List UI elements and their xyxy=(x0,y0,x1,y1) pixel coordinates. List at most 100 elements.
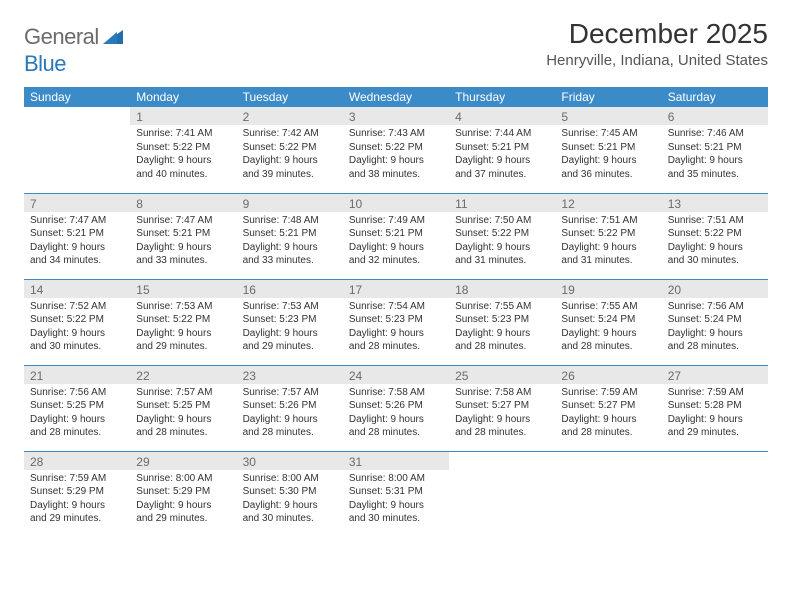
day-number: 10 xyxy=(343,194,449,212)
day-daylight: Daylight: 9 hours and 39 minutes. xyxy=(243,154,337,181)
day-daylight: Daylight: 9 hours and 35 minutes. xyxy=(668,154,762,181)
day-sunset: Sunset: 5:27 PM xyxy=(561,399,655,413)
location: Henryville, Indiana, United States xyxy=(546,52,768,69)
day-daylight: Daylight: 9 hours and 37 minutes. xyxy=(455,154,549,181)
day-sunset: Sunset: 5:26 PM xyxy=(243,399,337,413)
day-sunrise: Sunrise: 7:56 AM xyxy=(30,386,124,400)
day-sunrise: Sunrise: 7:49 AM xyxy=(349,214,443,228)
day-body: Sunrise: 7:51 AMSunset: 5:22 PMDaylight:… xyxy=(555,212,661,272)
day-sunrise: Sunrise: 7:58 AM xyxy=(349,386,443,400)
day-body: Sunrise: 8:00 AMSunset: 5:29 PMDaylight:… xyxy=(130,470,236,530)
day-number: 22 xyxy=(130,366,236,384)
weekday-header: Wednesday xyxy=(343,87,449,107)
day-daylight: Daylight: 9 hours and 28 minutes. xyxy=(349,413,443,440)
day-sunrise: Sunrise: 8:00 AM xyxy=(136,472,230,486)
day-sunrise: Sunrise: 7:44 AM xyxy=(455,127,549,141)
calendar-day-cell: 17Sunrise: 7:54 AMSunset: 5:23 PMDayligh… xyxy=(343,279,449,365)
day-number: 12 xyxy=(555,194,661,212)
day-sunset: Sunset: 5:23 PM xyxy=(455,313,549,327)
day-number: 13 xyxy=(662,194,768,212)
day-sunset: Sunset: 5:23 PM xyxy=(349,313,443,327)
day-sunrise: Sunrise: 7:52 AM xyxy=(30,300,124,314)
day-body: Sunrise: 7:50 AMSunset: 5:22 PMDaylight:… xyxy=(449,212,555,272)
calendar-day-cell: 20Sunrise: 7:56 AMSunset: 5:24 PMDayligh… xyxy=(662,279,768,365)
calendar-day-cell: 24Sunrise: 7:58 AMSunset: 5:26 PMDayligh… xyxy=(343,365,449,451)
calendar-header-row: SundayMondayTuesdayWednesdayThursdayFrid… xyxy=(24,87,768,107)
day-number: 24 xyxy=(343,366,449,384)
day-sunrise: Sunrise: 7:59 AM xyxy=(30,472,124,486)
day-sunrise: Sunrise: 7:57 AM xyxy=(243,386,337,400)
calendar-day-cell: 14Sunrise: 7:52 AMSunset: 5:22 PMDayligh… xyxy=(24,279,130,365)
day-daylight: Daylight: 9 hours and 28 minutes. xyxy=(668,327,762,354)
day-sunset: Sunset: 5:28 PM xyxy=(668,399,762,413)
weekday-header: Saturday xyxy=(662,87,768,107)
day-daylight: Daylight: 9 hours and 29 minutes. xyxy=(136,327,230,354)
day-daylight: Daylight: 9 hours and 36 minutes. xyxy=(561,154,655,181)
day-sunset: Sunset: 5:22 PM xyxy=(668,227,762,241)
calendar-day-cell: 21Sunrise: 7:56 AMSunset: 5:25 PMDayligh… xyxy=(24,365,130,451)
calendar-day-cell: 28Sunrise: 7:59 AMSunset: 5:29 PMDayligh… xyxy=(24,451,130,537)
calendar-day-cell: 30Sunrise: 8:00 AMSunset: 5:30 PMDayligh… xyxy=(237,451,343,537)
calendar-day-cell: 18Sunrise: 7:55 AMSunset: 5:23 PMDayligh… xyxy=(449,279,555,365)
day-body: Sunrise: 7:57 AMSunset: 5:26 PMDaylight:… xyxy=(237,384,343,444)
calendar-table: SundayMondayTuesdayWednesdayThursdayFrid… xyxy=(24,87,768,537)
day-daylight: Daylight: 9 hours and 38 minutes. xyxy=(349,154,443,181)
day-daylight: Daylight: 9 hours and 30 minutes. xyxy=(349,499,443,526)
day-sunset: Sunset: 5:22 PM xyxy=(243,141,337,155)
day-number: 9 xyxy=(237,194,343,212)
day-number: 7 xyxy=(24,194,130,212)
day-number: 11 xyxy=(449,194,555,212)
day-body: Sunrise: 7:52 AMSunset: 5:22 PMDaylight:… xyxy=(24,298,130,358)
day-sunrise: Sunrise: 7:59 AM xyxy=(668,386,762,400)
day-sunrise: Sunrise: 7:48 AM xyxy=(243,214,337,228)
calendar-day-cell: 13Sunrise: 7:51 AMSunset: 5:22 PMDayligh… xyxy=(662,193,768,279)
day-number: 4 xyxy=(449,107,555,125)
day-sunrise: Sunrise: 7:56 AM xyxy=(668,300,762,314)
day-sunset: Sunset: 5:22 PM xyxy=(561,227,655,241)
day-number: 29 xyxy=(130,452,236,470)
calendar-day-cell: 4Sunrise: 7:44 AMSunset: 5:21 PMDaylight… xyxy=(449,107,555,193)
day-body: Sunrise: 7:59 AMSunset: 5:27 PMDaylight:… xyxy=(555,384,661,444)
day-body: Sunrise: 7:46 AMSunset: 5:21 PMDaylight:… xyxy=(662,125,768,185)
logo-sail-icon xyxy=(103,28,123,44)
calendar-day-cell: 2 Sunrise: 7:42 AMSunset: 5:22 PMDaylight… xyxy=(237,107,343,193)
day-daylight: Daylight: 9 hours and 28 minutes. xyxy=(136,413,230,440)
day-number: 18 xyxy=(449,280,555,298)
day-body: Sunrise: 7:57 AMSunset: 5:25 PMDaylight:… xyxy=(130,384,236,444)
weekday-header: Monday xyxy=(130,87,236,107)
day-body: Sunrise: 7:53 AMSunset: 5:23 PMDaylight:… xyxy=(237,298,343,358)
calendar-day-cell: 19Sunrise: 7:55 AMSunset: 5:24 PMDayligh… xyxy=(555,279,661,365)
day-number: 2 xyxy=(237,107,343,125)
day-sunset: Sunset: 5:21 PM xyxy=(243,227,337,241)
day-daylight: Daylight: 9 hours and 29 minutes. xyxy=(668,413,762,440)
day-sunrise: Sunrise: 7:55 AM xyxy=(455,300,549,314)
day-number: 23 xyxy=(237,366,343,384)
calendar-day-cell: 5Sunrise: 7:45 AMSunset: 5:21 PMDaylight… xyxy=(555,107,661,193)
calendar-body: 1Sunrise: 7:41 AMSunset: 5:22 PMDaylight… xyxy=(24,107,768,537)
day-body: Sunrise: 7:55 AMSunset: 5:23 PMDaylight:… xyxy=(449,298,555,358)
day-body: Sunrise: 7:44 AMSunset: 5:21 PMDaylight:… xyxy=(449,125,555,185)
day-body: Sunrise: 7:58 AMSunset: 5:27 PMDaylight:… xyxy=(449,384,555,444)
day-number: 26 xyxy=(555,366,661,384)
day-daylight: Daylight: 9 hours and 32 minutes. xyxy=(349,241,443,268)
day-body: Sunrise: 8:00 AMSunset: 5:30 PMDaylight:… xyxy=(237,470,343,530)
day-body: Sunrise: 7:58 AMSunset: 5:26 PMDaylight:… xyxy=(343,384,449,444)
day-sunrise: Sunrise: 7:57 AM xyxy=(136,386,230,400)
calendar-day-cell: 29Sunrise: 8:00 AMSunset: 5:29 PMDayligh… xyxy=(130,451,236,537)
day-body: Sunrise: 7:59 AMSunset: 5:29 PMDaylight:… xyxy=(24,470,130,530)
day-sunrise: Sunrise: 7:41 AM xyxy=(136,127,230,141)
day-body: Sunrise: 7:47 AMSunset: 5:21 PMDaylight:… xyxy=(24,212,130,272)
day-number: 27 xyxy=(662,366,768,384)
day-sunrise: Sunrise: 7:42 AM xyxy=(243,127,337,141)
day-sunrise: Sunrise: 8:00 AM xyxy=(243,472,337,486)
day-body: Sunrise: 7:48 AMSunset: 5:21 PMDaylight:… xyxy=(237,212,343,272)
calendar-day-cell: 11Sunrise: 7:50 AMSunset: 5:22 PMDayligh… xyxy=(449,193,555,279)
day-sunset: Sunset: 5:24 PM xyxy=(668,313,762,327)
day-sunrise: Sunrise: 7:43 AM xyxy=(349,127,443,141)
day-daylight: Daylight: 9 hours and 29 minutes. xyxy=(136,499,230,526)
day-number: 8 xyxy=(130,194,236,212)
day-sunset: Sunset: 5:22 PM xyxy=(136,313,230,327)
day-sunset: Sunset: 5:29 PM xyxy=(136,485,230,499)
calendar-day-cell: 27 Sunrise: 7:59 AMSunset: 5:28 PMDayligh… xyxy=(662,365,768,451)
day-daylight: Daylight: 9 hours and 30 minutes. xyxy=(243,499,337,526)
